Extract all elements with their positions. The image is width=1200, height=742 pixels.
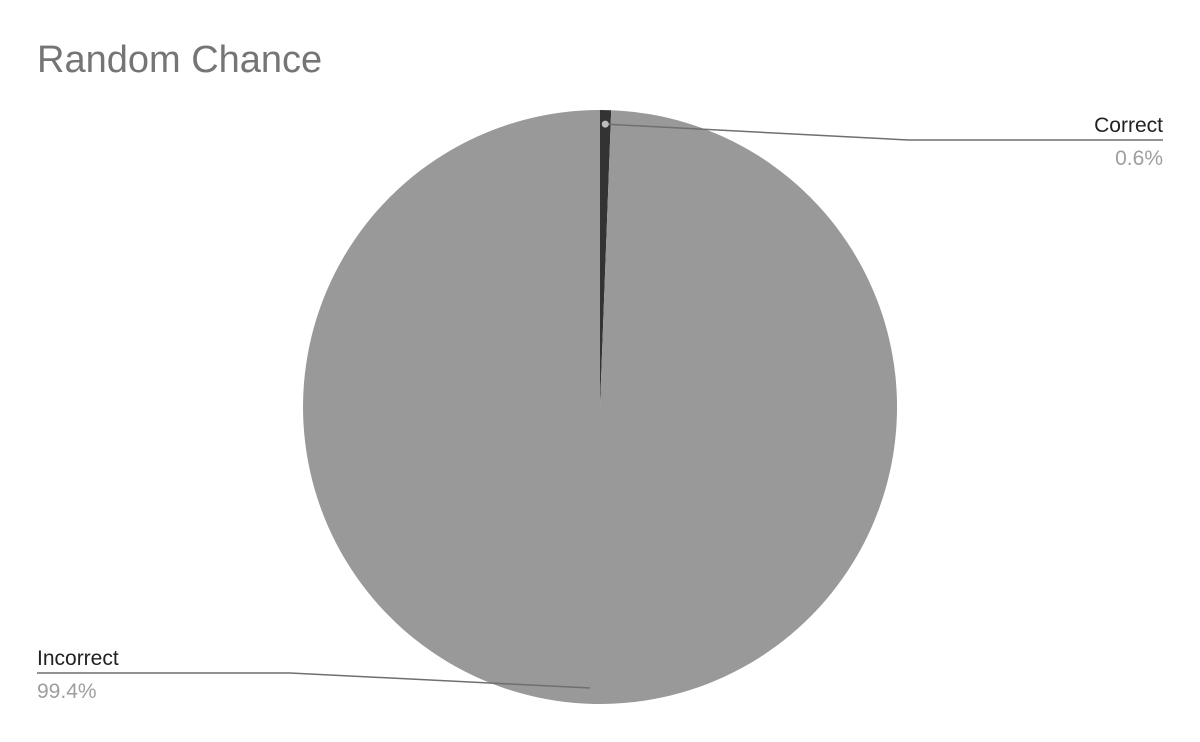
slice-label-incorrect: Incorrect [37, 647, 119, 670]
leader-lines [37, 120, 1163, 689]
leader-line-incorrect [37, 672, 591, 689]
pie-slice-correct [600, 110, 612, 407]
slice-label-correct: Correct [1094, 114, 1163, 137]
slice-value-incorrect: 99.4% [37, 680, 97, 703]
slice-labels: Correct 0.6% Incorrect 99.4% [37, 114, 1163, 703]
slice-value-correct: 0.6% [1115, 147, 1163, 170]
leader-line-correct [605, 123, 1163, 141]
pie-slices [303, 110, 898, 705]
leader-dot-correct [601, 120, 609, 128]
pie-slice-incorrect [303, 110, 898, 705]
chart-title: Random Chance [37, 39, 323, 81]
